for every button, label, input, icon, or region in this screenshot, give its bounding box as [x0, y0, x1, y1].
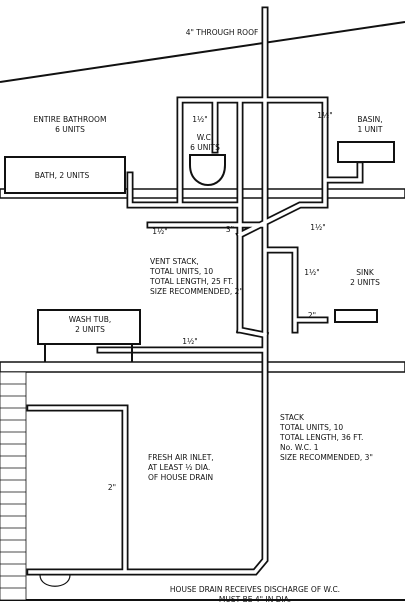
label: 2": [108, 483, 116, 492]
label: OF HOUSE DRAIN: [148, 473, 213, 482]
roof-line: [0, 21, 405, 83]
label: SIZE RECOMMENDED, 2": [150, 287, 243, 296]
brick-wall: [0, 371, 27, 601]
bath: [4, 156, 126, 194]
label: BASIN,: [357, 115, 382, 124]
label: TOTAL UNITS, 10: [149, 267, 213, 276]
label: ENTIRE BATHROOM: [34, 115, 107, 124]
label: STACK: [280, 413, 305, 422]
label: 1 UNIT: [357, 125, 382, 134]
wash-tub: [37, 309, 141, 345]
sink: [334, 309, 378, 323]
floor: [0, 361, 405, 373]
label: W.C.: [197, 133, 214, 142]
water-closet: [189, 154, 226, 187]
label: 1½": [310, 223, 326, 232]
label: 2": [308, 311, 316, 320]
label: 1½": [152, 227, 168, 236]
label: SINK: [356, 268, 375, 277]
label: 1½": [317, 111, 333, 120]
floor: [0, 188, 405, 199]
label: AT LEAST ½ DIA.: [148, 463, 210, 472]
label: 1½": [192, 115, 208, 124]
label: FRESH AIR INLET,: [148, 453, 214, 462]
label: TOTAL LENGTH, 36 FT.: [279, 433, 363, 442]
label: MUST BE 4" IN DIA.: [219, 595, 291, 604]
label: 2 UNITS: [75, 325, 105, 334]
label: TOTAL LENGTH, 25 FT.: [149, 277, 233, 286]
label: SIZE RECOMMENDED, 3": [280, 453, 373, 462]
label: 3": [226, 225, 234, 234]
pipes: [10, 6, 364, 610]
label: HOUSE DRAIN RECEIVES DISCHARGE OF W.C.: [170, 585, 340, 594]
basin: [337, 141, 395, 163]
label: TOTAL UNITS, 10: [279, 423, 343, 432]
label: 1½": [304, 268, 320, 277]
label: 6 UNITS: [55, 125, 85, 134]
label: BATH, 2 UNITS: [35, 171, 90, 180]
label: No. W.C. 1: [280, 443, 319, 452]
label: 6 UNITS: [190, 143, 220, 152]
label: WASH TUB,: [69, 315, 112, 324]
label: 2 UNITS: [350, 278, 380, 287]
label: 1½": [182, 337, 198, 346]
label: VENT STACK,: [150, 257, 199, 266]
label: 4" THROUGH ROOF: [186, 28, 259, 37]
